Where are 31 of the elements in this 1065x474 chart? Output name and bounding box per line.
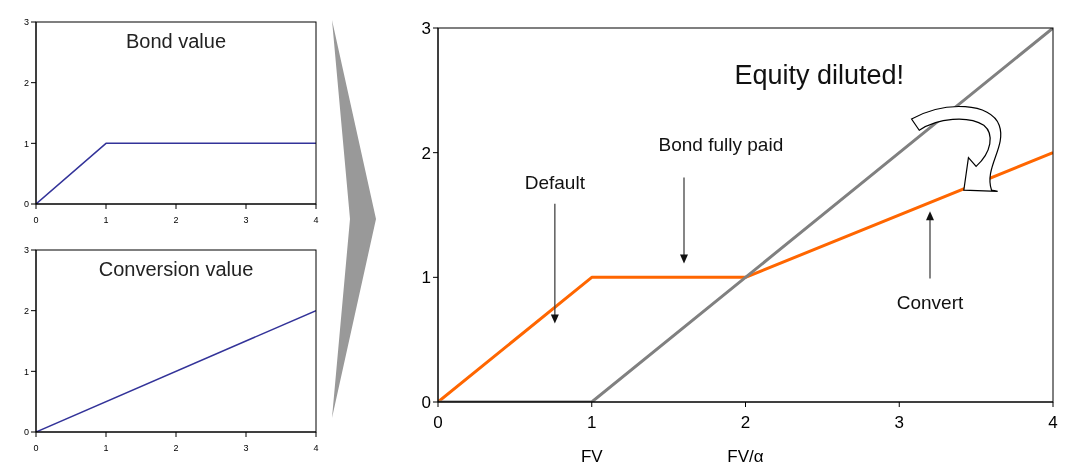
y-tick-label: 1 — [421, 268, 431, 288]
x-tick-label: 3 — [243, 443, 249, 454]
x-tick-label: 2 — [173, 443, 179, 454]
y-tick-label: 1 — [23, 366, 29, 377]
annotation: Default — [524, 171, 586, 193]
x-tick-label: 3 — [894, 413, 904, 433]
y-tick-label: 0 — [421, 393, 431, 413]
y-tick-label: 3 — [23, 245, 29, 256]
annotation: Equity diluted! — [734, 60, 905, 91]
x-tick-label: 1 FV — [580, 413, 604, 467]
y-tick-label: 2 — [421, 143, 431, 163]
x-tick-label: 2 FV/α — [727, 413, 764, 467]
annotation: Convert — [896, 291, 964, 313]
x-tick-label: 4 — [1048, 413, 1058, 433]
x-tick-label: 4 — [313, 215, 319, 226]
chart-title: Bond value — [125, 30, 227, 52]
x-tick-label: 1 — [103, 443, 109, 454]
x-tick-label: 2 — [173, 215, 179, 226]
y-tick-label: 3 — [23, 17, 29, 28]
x-tick-label: 0 — [33, 215, 39, 226]
x-tick-label: 4 — [313, 443, 319, 454]
x-tick-label: 0 — [33, 443, 39, 454]
y-tick-label: 0 — [23, 199, 29, 210]
x-tick-label: 1 — [103, 215, 109, 226]
y-tick-label: 2 — [23, 77, 29, 88]
annotation: Bond fully paid — [658, 134, 784, 156]
y-tick-label: 1 — [23, 138, 29, 149]
y-tick-label: 2 — [23, 305, 29, 316]
x-tick-label: 3 — [243, 215, 249, 226]
chart-title: Conversion value — [98, 258, 254, 280]
y-tick-label: 3 — [421, 19, 431, 39]
